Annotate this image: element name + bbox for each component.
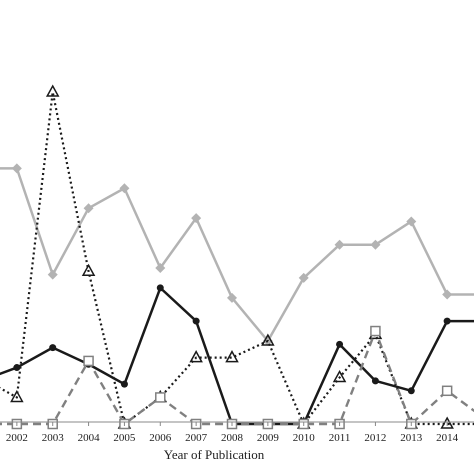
series-3-point-2003 <box>45 84 60 97</box>
series-1 <box>0 163 474 346</box>
series-2-point-2007 <box>192 317 200 325</box>
x-tick-label: 2006 <box>149 432 172 444</box>
series-3-line <box>0 90 474 426</box>
series-4-line <box>0 329 474 426</box>
x-tick-label: 2004 <box>78 432 101 444</box>
x-tick-label: 2012 <box>364 432 386 444</box>
series-4 <box>0 325 474 430</box>
x-tick-label: 2013 <box>400 432 423 444</box>
series-1-point-2004 <box>83 203 94 214</box>
series-1-line <box>0 167 474 343</box>
series-4-point-2006 <box>155 392 166 403</box>
series-2-point-2003 <box>49 344 57 352</box>
series-4-point-2004 <box>83 355 94 367</box>
series-2-point-2005 <box>120 380 128 388</box>
series-1-point-2002 <box>11 163 22 174</box>
series-3-point-2007 <box>189 350 203 363</box>
series-1-point-2010 <box>298 272 309 283</box>
x-tick-label: 2002 <box>6 432 28 444</box>
series-1-point-2006 <box>155 262 166 273</box>
x-tick-label: 2010 <box>293 432 316 444</box>
x-tick-label: 2007 <box>185 432 208 444</box>
series-2-point-2002 <box>13 364 21 372</box>
x-tick-label: 2009 <box>257 432 280 444</box>
series-2-point-2012 <box>371 377 379 385</box>
series-2-point-2013 <box>407 387 415 395</box>
series-1-point-2011 <box>334 239 345 250</box>
x-tick-label: 2011 <box>329 432 351 444</box>
series-1-point-2005 <box>119 183 130 194</box>
series-3-point-2002 <box>10 389 24 403</box>
series-3-point-2008 <box>225 350 239 363</box>
series-layer <box>0 84 474 430</box>
series-3-point-2009 <box>261 333 275 346</box>
series-3-point-2004 <box>81 263 96 277</box>
series-2 <box>0 284 474 428</box>
series-3-point-2014 <box>440 416 454 429</box>
series-4-point-2012 <box>370 325 381 337</box>
x-tick-label: 2005 <box>113 432 136 444</box>
series-2-point-2011 <box>336 340 344 348</box>
x-tick-label: 2014 <box>436 432 459 444</box>
x-tick-label: 2008 <box>221 432 244 444</box>
series-1-point-2013 <box>406 216 417 227</box>
series-1-point-2008 <box>227 292 237 303</box>
series-3-point-2011 <box>332 369 347 383</box>
series-1-point-2003 <box>47 269 58 280</box>
x-tick-layer: 2002 2003 2004 2005 2006 2007 2008 2009 2010 2011… <box>6 422 459 444</box>
series-2-point-2014 <box>443 317 451 325</box>
series-3 <box>0 84 474 429</box>
series-1-point-2014 <box>442 289 453 300</box>
x-tick-label: 2003 <box>42 432 65 444</box>
series-2-point-2006 <box>156 284 164 292</box>
series-1-point-2012 <box>370 239 381 250</box>
x-axis-title: Year of Publication <box>164 447 265 462</box>
series-1-point-2007 <box>191 213 202 224</box>
series-4-point-2014 <box>441 385 453 397</box>
